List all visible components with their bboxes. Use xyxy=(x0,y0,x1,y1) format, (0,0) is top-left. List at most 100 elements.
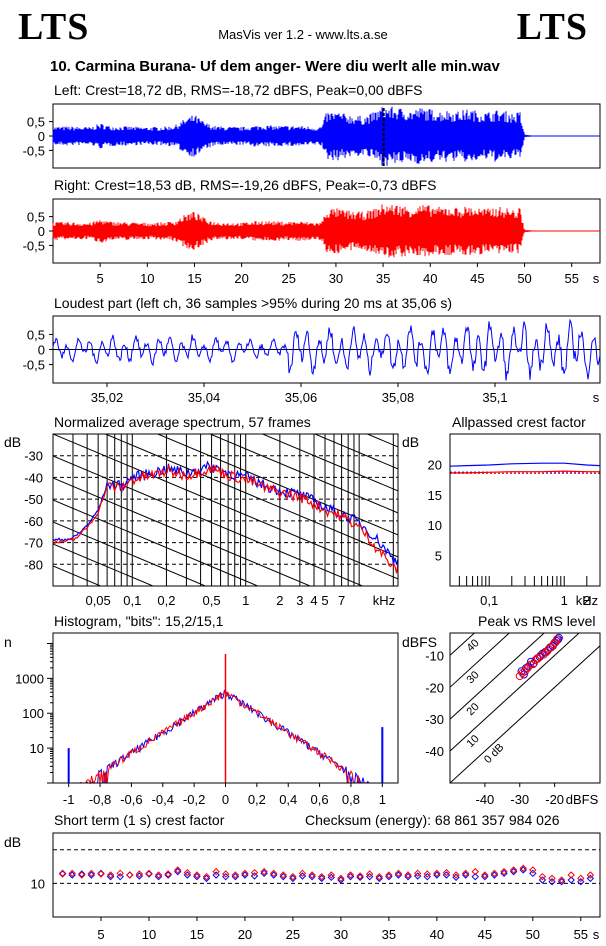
xtick-label: 35,1 xyxy=(482,390,507,405)
ytick-label: 10 xyxy=(30,741,44,756)
short-crest-right-point xyxy=(577,874,585,883)
xtick-label: -0,8 xyxy=(89,792,111,807)
histogram-title: Histogram, "bits": 15,2/15,1 xyxy=(54,613,224,629)
diagonal-label: 0 dB xyxy=(482,741,506,765)
crest-diagonal xyxy=(450,633,580,752)
peak-rms-ylabel: dBFS xyxy=(402,634,437,650)
short-crest-left-point xyxy=(529,869,537,878)
peak-rms-right-point xyxy=(544,644,553,653)
xtick-label: -40 xyxy=(475,792,494,807)
xtick-label: 7 xyxy=(338,593,345,608)
short-crest-right-point xyxy=(212,867,220,876)
xtick-label: 45 xyxy=(470,271,484,286)
xtick-label: 15 xyxy=(187,271,201,286)
xtick-label: 35 xyxy=(382,927,396,942)
ytick-label: 1000 xyxy=(15,671,44,686)
peak-rms-plot-area xyxy=(450,633,600,783)
ytick-label: -0,5 xyxy=(23,358,45,373)
short-crest-right-point xyxy=(490,869,499,878)
ytick-label: -20 xyxy=(425,680,444,695)
x-unit-label: kHz xyxy=(373,593,395,608)
crest-title: Allpassed crest factor xyxy=(452,414,586,430)
slope-gridline xyxy=(53,499,260,586)
xtick-label: 0,4 xyxy=(279,792,297,807)
x-unit-label: dBFS xyxy=(566,792,599,807)
short-crest-right-point xyxy=(106,871,115,879)
short-crest-right-point xyxy=(58,870,67,878)
crest-ylabel: dB xyxy=(402,434,419,450)
xtick-label: -20 xyxy=(545,792,564,807)
short-crest-right-point xyxy=(413,869,422,878)
short-crest-right-point xyxy=(346,871,355,879)
short-crest-right-point xyxy=(154,871,163,879)
xtick-label: 35,04 xyxy=(188,390,221,405)
short-crest-right-point xyxy=(394,869,403,878)
ytick-label: -70 xyxy=(24,536,43,551)
ytick-label: 0 xyxy=(38,224,45,239)
ytick-label: 20 xyxy=(428,457,442,472)
slope-gridline xyxy=(261,434,398,492)
ytick-label: 100 xyxy=(22,706,44,721)
short-crest-ylabel: dB xyxy=(4,834,21,850)
short-crest-right-point xyxy=(557,876,566,884)
short-crest-right-point xyxy=(356,872,364,880)
xtick-label: 20 xyxy=(238,927,252,942)
xtick-label: 0,1 xyxy=(480,593,498,608)
short-crest-right-point xyxy=(337,874,345,883)
xtick-label: 45 xyxy=(478,927,492,942)
short-crest-right-point xyxy=(145,869,153,878)
short-crest-right-point xyxy=(538,872,547,881)
xtick-label: 0,1 xyxy=(123,593,141,608)
ytick-label: 0,5 xyxy=(27,210,45,225)
short-crest-left-point xyxy=(78,870,86,878)
xtick-label: 40 xyxy=(423,271,437,286)
ytick-label: 10 xyxy=(31,876,45,891)
ytick-label: 15 xyxy=(428,488,442,503)
short-crest-right-point xyxy=(279,871,288,879)
short-crest-right-point xyxy=(308,871,316,879)
xtick-label: 0,5 xyxy=(203,593,221,608)
xtick-label: 1 xyxy=(379,792,386,807)
slope-gridline xyxy=(53,258,398,403)
xtick-label: -0,2 xyxy=(183,792,205,807)
xtick-label: 0,2 xyxy=(157,593,175,608)
spectrum-ylabel: dB xyxy=(4,434,21,450)
short-crest-right-point xyxy=(471,867,479,876)
slope-gridline xyxy=(53,236,398,381)
crest-right-line xyxy=(450,470,600,474)
xtick-label: 10 xyxy=(142,927,156,942)
xtick-label: 0,05 xyxy=(85,593,110,608)
xtick-label: 30 xyxy=(334,927,348,942)
short-crest-right-point xyxy=(586,871,595,879)
short-crest-left-point xyxy=(577,878,585,886)
ytick-label: 10 xyxy=(428,518,442,533)
ytick-label: -40 xyxy=(425,744,444,759)
x-unit-label: s xyxy=(593,927,600,942)
peak-rms-title: Peak vs RMS level xyxy=(478,613,596,629)
ytick-label: 0 xyxy=(38,343,45,358)
short-crest-title: Short term (1 s) crest factor xyxy=(54,812,225,828)
xtick-label: 1 xyxy=(561,593,568,608)
short-crest-right-point xyxy=(97,870,105,878)
ytick-label: -60 xyxy=(24,514,43,529)
ytick-label: -10 xyxy=(425,648,444,663)
xtick-label: 25 xyxy=(286,927,300,942)
short-crest-right-point xyxy=(433,869,441,878)
logo-right: LTS xyxy=(516,6,588,48)
slope-gridline xyxy=(104,434,398,558)
slope-gridline xyxy=(53,477,312,586)
short-crest-right-point xyxy=(202,872,211,881)
short-crest-right-point xyxy=(174,866,182,874)
app-title: MasVis ver 1.2 - www.lts.a.se xyxy=(218,27,388,42)
short-crest-right-point xyxy=(375,872,383,881)
xtick-label: 30 xyxy=(329,271,343,286)
short-crest-left-point xyxy=(135,872,144,880)
xtick-label: 20 xyxy=(234,271,248,286)
ytick-label: 0 xyxy=(38,129,45,144)
short-crest-right-point xyxy=(327,871,336,879)
crest-diagonal xyxy=(450,633,476,657)
spectrum-plot-area xyxy=(53,236,398,586)
short-crest-right-point xyxy=(423,870,431,878)
short-crest-right-point xyxy=(270,869,278,878)
